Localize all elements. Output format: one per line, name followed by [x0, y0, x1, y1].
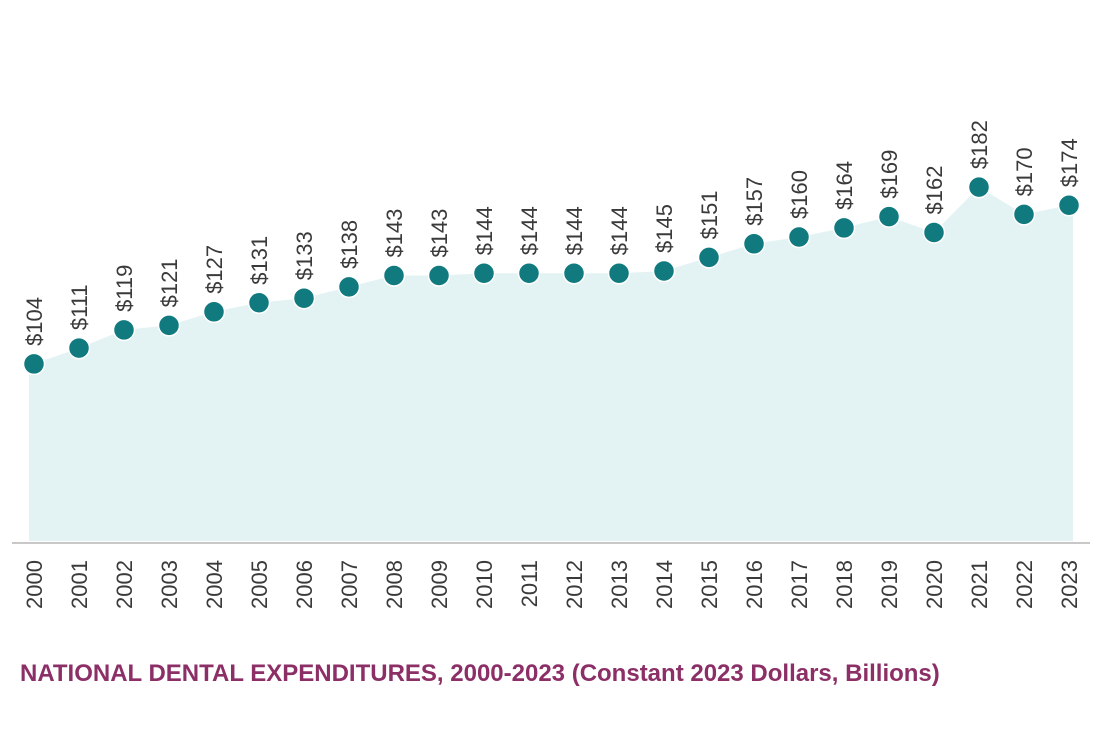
x-tick-label-2020: 2020	[922, 560, 947, 609]
value-label-2008: $143	[382, 209, 407, 258]
data-point-2011	[517, 262, 541, 285]
data-markers	[22, 175, 1081, 376]
value-label-2005: $131	[247, 236, 272, 285]
data-point-2012	[562, 262, 586, 285]
x-tick-label-2010: 2010	[472, 560, 497, 609]
data-point-2003	[157, 314, 181, 337]
data-point-2013	[607, 262, 631, 285]
x-tick-label-2011: 2011	[517, 560, 542, 607]
value-label-2022: $170	[1012, 147, 1037, 196]
value-label-2016: $157	[742, 177, 767, 226]
x-tick-label-2000: 2000	[22, 560, 47, 609]
x-tick-label-2018: 2018	[832, 560, 857, 609]
value-label-2009: $143	[427, 209, 452, 258]
x-tick-label-2019: 2019	[877, 560, 902, 609]
value-label-2017: $160	[787, 170, 812, 219]
data-point-2006	[292, 286, 316, 310]
x-tick-label-2001: 2001	[67, 560, 92, 609]
data-point-2005	[247, 291, 271, 314]
data-point-2018	[832, 216, 856, 240]
x-tick-label-2022: 2022	[1012, 560, 1037, 609]
value-label-2012: $144	[562, 206, 587, 255]
data-point-2014	[652, 259, 676, 283]
x-tick-label-2005: 2005	[247, 560, 272, 609]
data-point-2016	[742, 232, 766, 256]
data-point-2007	[337, 275, 361, 299]
data-point-2021	[967, 175, 991, 199]
x-tick-label-2003: 2003	[157, 560, 182, 609]
x-tick-label-2021: 2021	[967, 560, 992, 609]
value-label-2013: $144	[607, 206, 632, 255]
x-tick-label-2014: 2014	[652, 560, 677, 609]
value-label-2014: $145	[652, 204, 677, 253]
value-label-2010: $144	[472, 206, 497, 255]
x-tick-label-2015: 2015	[697, 560, 722, 609]
x-tick-label-2007: 2007	[337, 560, 362, 609]
x-tick-label-2012: 2012	[562, 560, 587, 609]
chart-title: NATIONAL DENTAL EXPENDITURES, 2000-2023 …	[20, 660, 940, 687]
x-tick-label-2002: 2002	[112, 560, 137, 609]
x-tick-label-2008: 2008	[382, 560, 407, 609]
x-tick-label-2009: 2009	[427, 560, 452, 609]
x-tick-label-2013: 2013	[607, 560, 632, 609]
data-point-2017	[787, 225, 811, 249]
x-tick-label-2006: 2006	[292, 560, 317, 609]
data-point-2000	[22, 352, 46, 376]
value-label-2001: $111	[67, 284, 92, 330]
data-point-2015	[697, 246, 721, 269]
data-point-2004	[202, 300, 226, 324]
x-tick-label-2004: 2004	[202, 560, 227, 609]
value-label-2007: $138	[337, 220, 362, 269]
value-label-2019: $169	[877, 150, 902, 199]
value-label-2018: $164	[832, 161, 857, 210]
value-label-2015: $151	[697, 190, 722, 239]
value-label-2023: $174	[1057, 138, 1082, 187]
x-axis-tick-labels: 2000 2001 2002 2003 2004 2005 2006 2007 2008 2009…	[22, 560, 1082, 609]
data-point-2008	[382, 264, 406, 287]
value-label-2000: $104	[22, 297, 47, 346]
value-label-2004: $127	[202, 245, 227, 294]
data-point-2023	[1057, 194, 1081, 217]
value-label-2003: $121	[157, 258, 182, 307]
data-point-2002	[112, 318, 136, 342]
x-tick-label-2017: 2017	[787, 560, 812, 609]
value-label-2006: $133	[292, 231, 317, 280]
data-point-2009	[427, 264, 451, 287]
value-labels: $104 $111 $119 $121 $127 $131 $133 $138 $143 $143…	[22, 120, 1082, 346]
value-label-2002: $119	[112, 265, 137, 312]
value-label-2021: $182	[967, 120, 992, 169]
value-label-2011: $144	[517, 206, 542, 255]
data-point-2010	[472, 262, 496, 285]
area-fill	[29, 187, 1073, 541]
data-point-2022	[1012, 203, 1036, 226]
value-label-2020: $162	[922, 166, 947, 215]
data-point-2001	[67, 336, 91, 360]
x-tick-label-2016: 2016	[742, 560, 767, 609]
data-point-2020	[922, 221, 946, 244]
x-tick-label-2023: 2023	[1057, 560, 1082, 609]
data-point-2019	[877, 205, 901, 228]
